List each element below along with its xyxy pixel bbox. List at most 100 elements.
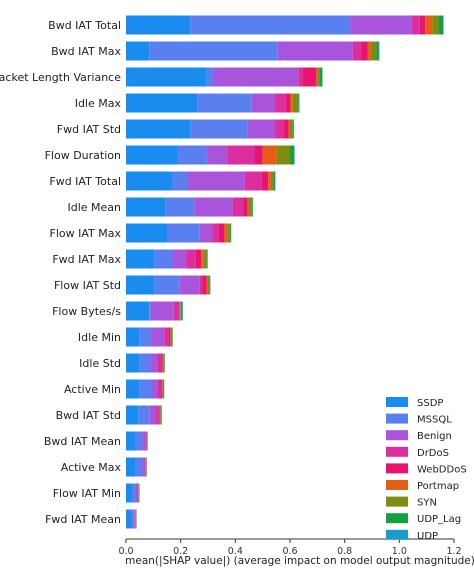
bar-segment [298, 93, 300, 113]
bar-segment [139, 379, 152, 399]
bar-segment [158, 405, 160, 425]
bar-segment [132, 483, 136, 503]
bar-segment [277, 41, 353, 61]
bar-segment [425, 15, 433, 35]
bar-segment [131, 509, 134, 529]
bar-segment [149, 301, 151, 321]
bar-segment [180, 301, 182, 321]
bar-segment [139, 327, 151, 347]
bar-segment [186, 249, 196, 269]
bar-segment [126, 145, 178, 165]
bar-segment [438, 15, 444, 35]
bar-segment [162, 379, 163, 399]
category-label: Bwd IAT Mean [44, 435, 121, 448]
legend-label: SSDP [417, 398, 443, 409]
bar-segment [288, 119, 290, 139]
bar-segment [160, 405, 162, 425]
bar-segment [133, 509, 135, 529]
bar-segment [181, 301, 183, 321]
category-label: Bwd IAT Total [48, 19, 121, 32]
bar-segment [126, 249, 155, 269]
bar-segment [154, 249, 173, 269]
bar-segment [432, 15, 439, 35]
bar-segment [126, 197, 166, 217]
bar-segment [150, 301, 174, 321]
category-label: Active Min [64, 383, 121, 396]
bar-segment [443, 15, 444, 35]
bar-segment [254, 145, 263, 165]
bar-segment [145, 457, 146, 477]
bar-segment [126, 405, 139, 425]
x-tick-label: 0.0 [118, 546, 133, 557]
bar-segment [139, 353, 151, 373]
x-tick-label: 0.8 [337, 546, 352, 557]
bar-segment [224, 223, 228, 243]
category-label: Bwd IAT Std [56, 409, 121, 422]
bar-segment [142, 457, 146, 477]
bar-segment [171, 327, 173, 347]
bar-segment [187, 171, 245, 191]
bar-segment [180, 301, 181, 321]
bar-segment [163, 353, 165, 373]
bar-segment [173, 301, 180, 321]
bar-segment [199, 275, 203, 295]
bar-segment [162, 353, 164, 373]
bar-segment [376, 41, 379, 61]
bar-segment [209, 275, 211, 295]
category-label: Fwd IAT Max [52, 253, 121, 266]
bar-segment [290, 93, 293, 113]
bar-segment [321, 67, 323, 87]
bar-segment [179, 301, 180, 321]
bar-segment [157, 353, 162, 373]
bar-segment [251, 93, 275, 113]
bar-segment [170, 327, 172, 347]
bar-segment [419, 15, 426, 35]
bar-segment [274, 93, 286, 113]
bar-segment [370, 41, 377, 61]
bar-segment [249, 197, 252, 217]
bar-segment [126, 379, 140, 399]
bar-segment [227, 145, 255, 165]
bar-segment [197, 93, 252, 113]
bar-segment [244, 171, 262, 191]
category-label: Idle Min [78, 331, 121, 344]
bar-segment [199, 223, 213, 243]
bar-segment [268, 171, 271, 191]
bar-segment [298, 67, 303, 87]
legend-swatch [386, 463, 408, 474]
bar-segment [206, 275, 208, 295]
bar-segment [208, 275, 210, 295]
bar-segment [290, 145, 295, 165]
bar-segment [172, 249, 187, 269]
bar-segment [126, 301, 150, 321]
legend-label: UDP [417, 531, 438, 542]
bar-segment [126, 171, 173, 191]
legend-label: DrDoS [417, 448, 449, 459]
bar-segment [292, 93, 299, 113]
legend-label: SYN [417, 498, 437, 509]
x-tick-label: 0.4 [228, 546, 243, 557]
legend-swatch [386, 397, 408, 407]
x-tick-label: 0.2 [173, 546, 188, 557]
category-label: Flow IAT Min [53, 487, 121, 500]
category-label: Active Max [61, 461, 122, 474]
bar-segment [165, 197, 195, 217]
bar-segment [161, 353, 163, 373]
category-label: Flow Duration [45, 149, 121, 162]
bar-segment [261, 171, 269, 191]
bar-segment [135, 431, 143, 451]
bar-segment [229, 223, 231, 243]
bar-segment [283, 119, 289, 139]
bar-segment [276, 145, 290, 165]
bar-segment [126, 93, 198, 113]
bar-segment [262, 145, 277, 165]
bar-segment [138, 405, 150, 425]
category-label: Bwd IAT Max [51, 45, 121, 58]
bar-segment [367, 41, 371, 61]
bar-segment [135, 483, 138, 503]
legend-swatch [386, 446, 408, 457]
bar-segment [270, 171, 274, 191]
bar-segment [164, 327, 169, 347]
bar-segment [160, 405, 161, 425]
